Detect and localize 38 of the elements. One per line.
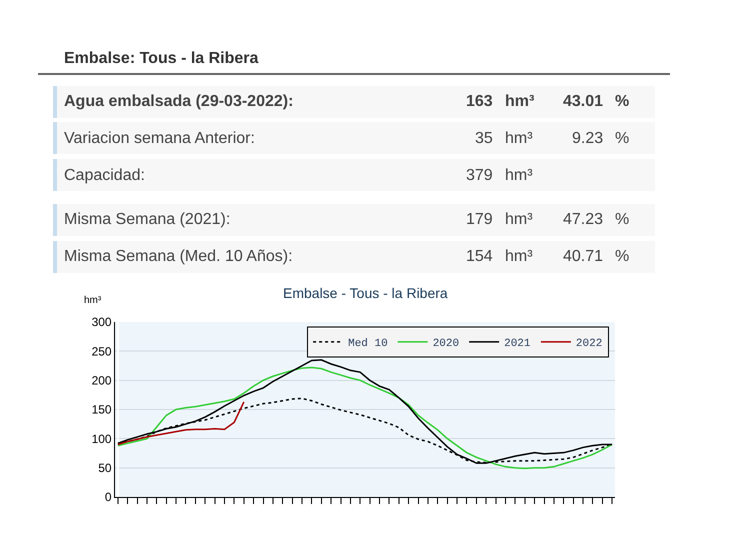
legend-label: 2021 [504, 338, 531, 350]
y-tick-label: 0 [104, 490, 112, 504]
text: % [615, 248, 630, 265]
text: Capacidad: [64, 167, 145, 184]
text: 154 [466, 248, 493, 265]
y-tick-label: 50 [98, 461, 112, 476]
text: Embalse: Tous - la Ribera [64, 50, 259, 67]
legend-label: 2022 [576, 338, 602, 350]
line-series [117, 401, 245, 446]
text: hm³ [505, 130, 534, 147]
text: 179 [466, 211, 493, 228]
text: 379 [466, 167, 493, 184]
text: hm³ [505, 248, 534, 265]
text: % [615, 93, 630, 110]
text: Misma Semana (Med. 10 Años): [64, 248, 293, 265]
text: hm³ [505, 93, 534, 110]
text: Misma Semana (2021): [64, 211, 230, 228]
text: 40.71 [563, 248, 604, 265]
legend-label: Med 10 [348, 338, 388, 350]
y-tick-label: 150 [92, 402, 112, 417]
text: 9.23 [572, 130, 604, 147]
legend-label: 2020 [432, 338, 460, 350]
text: hm³ [505, 167, 534, 184]
text: 35 [475, 130, 493, 147]
text: Agua embalsada (29-03-2022): [64, 93, 294, 110]
text: % [615, 130, 630, 147]
text: hm³ [505, 211, 534, 228]
chart-title: Embalse - Tous - la Ribera [283, 285, 448, 301]
y-tick-label: 100 [92, 432, 112, 446]
y-axis-title: hm³ [84, 295, 102, 306]
text: 43.01 [563, 93, 604, 110]
y-tick-label: 300 [92, 315, 112, 330]
text: Variacion semana Anterior: [64, 130, 255, 147]
y-tick-label: 200 [92, 374, 112, 388]
text: 47.23 [563, 211, 604, 228]
text: 163 [466, 93, 493, 110]
text: % [615, 211, 630, 228]
y-tick-label: 250 [92, 344, 112, 358]
